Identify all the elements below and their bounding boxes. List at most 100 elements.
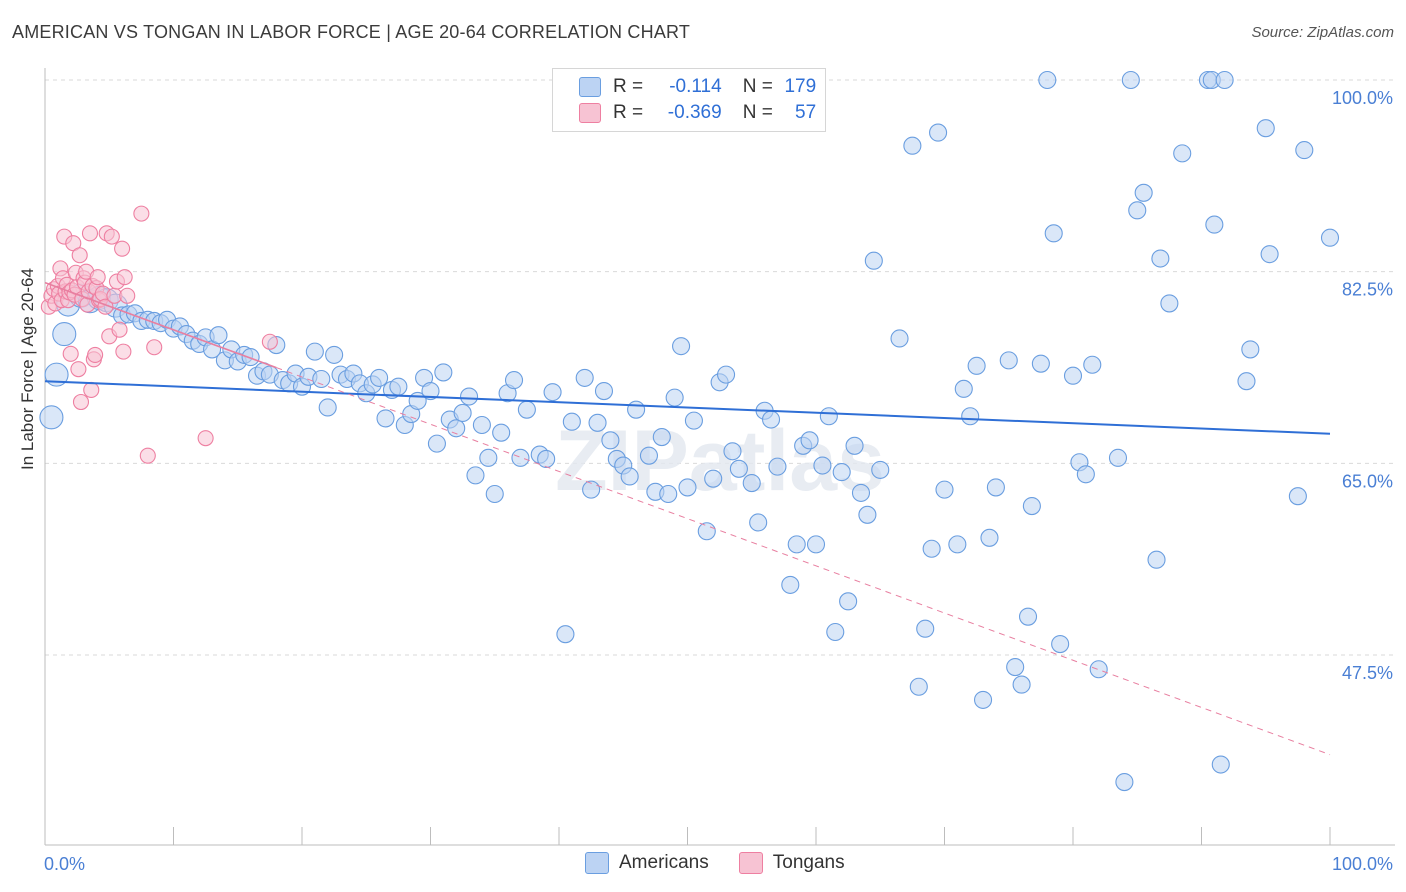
american-point xyxy=(858,505,877,524)
american-point xyxy=(318,398,337,417)
american-point xyxy=(973,690,993,709)
legend-item-americans[interactable]: Americans xyxy=(585,852,709,874)
american-point xyxy=(832,463,851,482)
x-tick-label: 100.0% xyxy=(1332,854,1393,874)
legend-item-tongans[interactable]: Tongans xyxy=(738,852,845,874)
series-legend: Americans Tongans xyxy=(585,852,875,874)
american-point xyxy=(1128,201,1147,220)
american-point xyxy=(716,365,736,384)
american-point xyxy=(929,123,948,142)
american-point xyxy=(511,448,530,467)
legend-label-americans: Americans xyxy=(619,852,709,873)
american-point xyxy=(459,387,479,406)
american-point xyxy=(909,677,928,696)
american-point xyxy=(1151,249,1170,268)
legend-swatch-tongans xyxy=(738,852,763,874)
american-point xyxy=(492,423,511,442)
american-point xyxy=(479,448,498,467)
tongan-point xyxy=(146,339,163,356)
american-point xyxy=(839,592,858,611)
american-point xyxy=(447,419,466,438)
legend-r-value: -0.114 xyxy=(669,76,722,97)
trend-lines xyxy=(44,281,1331,756)
american-point xyxy=(781,575,800,594)
american-point xyxy=(1121,70,1140,90)
american-point xyxy=(922,539,941,558)
tongan-point xyxy=(114,240,131,257)
american-point xyxy=(39,405,64,430)
american-point xyxy=(537,449,556,469)
american-point xyxy=(305,342,324,361)
american-point xyxy=(1134,183,1153,202)
tongan-point xyxy=(116,269,133,286)
tongan-point xyxy=(133,205,150,222)
american-point xyxy=(1018,607,1038,626)
tongan-point xyxy=(62,345,79,362)
american-point xyxy=(325,345,344,364)
tongan-point xyxy=(70,361,87,378)
tongan-point xyxy=(72,393,90,411)
american-point xyxy=(845,436,864,455)
american-points xyxy=(39,70,1340,792)
tongan-point xyxy=(115,343,132,360)
legend-label-tongans: Tongans xyxy=(772,852,845,873)
american-point xyxy=(1256,119,1275,138)
american-point xyxy=(954,379,973,398)
american-point xyxy=(1288,487,1307,506)
american-point xyxy=(627,400,646,419)
tongan-point xyxy=(103,228,120,245)
american-point xyxy=(44,362,69,387)
tick-labels: 47.5% 65.0% 82.5% 100.0% 0.0% 100.0% xyxy=(44,88,1393,874)
american-point xyxy=(1160,294,1179,313)
american-point xyxy=(434,363,453,382)
american-point xyxy=(961,407,980,426)
american-point xyxy=(312,369,331,389)
american-point xyxy=(427,434,446,453)
american-point xyxy=(967,356,986,375)
american-point xyxy=(813,456,832,475)
american-point xyxy=(826,622,845,642)
legend-r-label: R = xyxy=(613,76,644,97)
american-point xyxy=(980,528,999,547)
tongan-point xyxy=(197,430,214,447)
correlation-legend: R = -0.114 N = 179 R = -0.369 N = 57 xyxy=(552,68,826,132)
american-point xyxy=(504,371,524,390)
tongan-points xyxy=(40,205,278,464)
american-point xyxy=(851,483,871,502)
y-tick-label: 65.0% xyxy=(1342,471,1393,491)
american-point xyxy=(466,466,485,485)
american-point xyxy=(729,459,748,478)
american-point xyxy=(517,400,536,419)
american-point xyxy=(1076,465,1095,484)
tongan-point xyxy=(119,287,136,304)
legend-r-value: -0.369 xyxy=(667,102,722,123)
tongan-point xyxy=(261,333,278,350)
axes xyxy=(44,68,1395,846)
american-point xyxy=(903,136,922,155)
american-point xyxy=(485,484,504,504)
american-trend-line xyxy=(44,380,1331,435)
legend-row-tongans: R = -0.369 N = 57 xyxy=(579,101,816,125)
american-point xyxy=(389,377,408,396)
legend-swatch-tongans xyxy=(579,103,601,123)
american-point xyxy=(1260,245,1279,264)
legend-n-value: 57 xyxy=(795,102,817,123)
american-point xyxy=(652,427,671,447)
american-point xyxy=(601,431,620,450)
american-point xyxy=(1237,372,1256,391)
american-point xyxy=(241,348,260,367)
american-point xyxy=(1063,366,1083,385)
american-point xyxy=(723,442,742,461)
american-point xyxy=(453,403,472,423)
american-point xyxy=(1012,675,1031,694)
american-point xyxy=(864,251,883,270)
american-point xyxy=(986,478,1005,497)
american-point xyxy=(742,473,761,493)
grid xyxy=(45,79,1395,656)
american-point xyxy=(1205,215,1224,234)
american-point xyxy=(588,413,607,432)
american-point xyxy=(684,411,703,430)
american-point xyxy=(209,326,228,345)
american-point xyxy=(1083,355,1102,374)
american-point xyxy=(1044,224,1063,243)
